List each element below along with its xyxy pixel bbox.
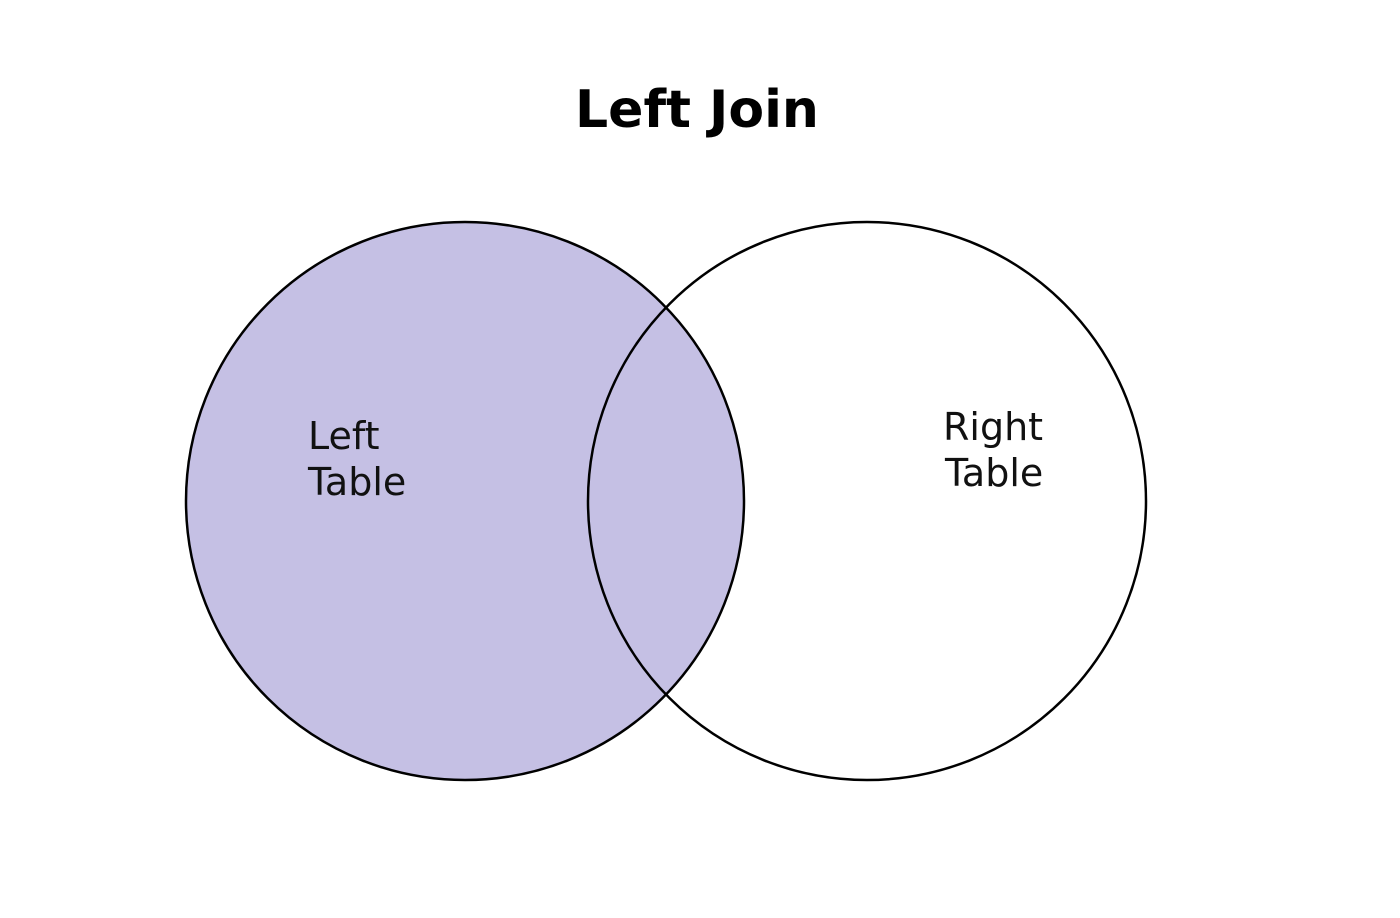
right-set-circle xyxy=(586,220,1148,782)
left-set-label-line1: Left xyxy=(308,414,380,458)
right-set-label-line1: Right xyxy=(943,405,1043,449)
right-set-label-line2: Table xyxy=(944,451,1043,495)
left-set-fill xyxy=(186,222,744,780)
left-set-label-line2: Table xyxy=(307,460,406,504)
right-set-label: Right Table xyxy=(943,405,1043,495)
left-set-label: Left Table xyxy=(307,414,406,504)
left-set-circle xyxy=(184,220,746,782)
diagram-title: Left Join xyxy=(575,80,819,140)
